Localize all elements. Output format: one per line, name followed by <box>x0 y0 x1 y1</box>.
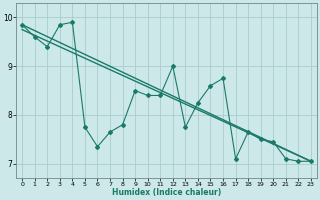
X-axis label: Humidex (Indice chaleur): Humidex (Indice chaleur) <box>112 188 221 197</box>
